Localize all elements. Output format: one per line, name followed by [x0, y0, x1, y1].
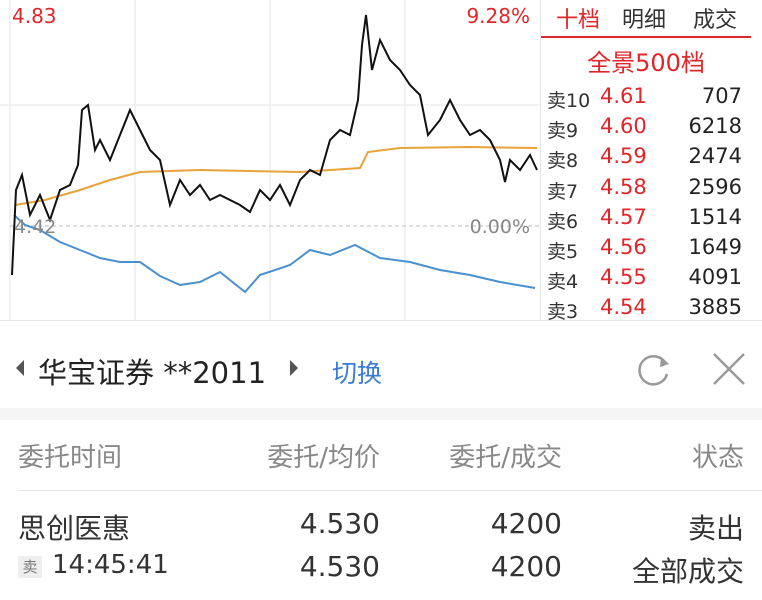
- price-line: [11, 14, 538, 276]
- table-header: 委托/均价: [267, 443, 380, 473]
- ask-label: 卖4: [547, 271, 579, 294]
- table-cell: 4200: [490, 507, 562, 540]
- ask-label: 卖5: [547, 241, 579, 263]
- ask-price: 4.61: [600, 84, 647, 108]
- tab[interactable]: 明细: [622, 8, 667, 33]
- ask-price: 4.57: [600, 204, 647, 229]
- high-pct: 9.28%: [466, 4, 530, 28]
- ask-price: 4.60: [600, 114, 647, 139]
- side-badge: 卖: [18, 556, 42, 578]
- volume-ratio-line: [13, 214, 536, 294]
- table-cell: 4.530: [299, 507, 380, 540]
- ask-price: 4.54: [600, 295, 647, 320]
- high-price: 4.83: [12, 4, 57, 28]
- table-cell: 4.530: [299, 550, 380, 583]
- divider: [18, 490, 762, 491]
- ask-volume: 2596: [688, 174, 742, 199]
- table-header: 委托/成交: [449, 443, 562, 473]
- tab[interactable]: 成交: [693, 8, 738, 33]
- prev-arrow[interactable]: [14, 358, 26, 378]
- table-header: 委托时间: [18, 443, 123, 473]
- ask-volume: 1649: [688, 235, 742, 259]
- base-pct: 0.00%: [469, 216, 530, 238]
- switch-button[interactable]: 切换: [332, 359, 383, 388]
- tab-underline: [541, 36, 751, 38]
- ask-volume: 4091: [688, 265, 742, 290]
- base-price: 4.42: [14, 216, 57, 238]
- table-cell: 思创医惠: [18, 512, 131, 545]
- table-cell: 卖出: [687, 512, 744, 545]
- ask-volume: 2474: [688, 144, 742, 169]
- ask-volume: 6218: [688, 114, 742, 139]
- ask-price: 4.58: [600, 174, 647, 199]
- tab[interactable]: 十档: [556, 8, 601, 33]
- table-header: 状态: [691, 443, 744, 473]
- ask-volume: 707: [701, 84, 742, 108]
- refresh-button[interactable]: [636, 352, 672, 388]
- ask-label: 卖3: [547, 301, 579, 324]
- divider: [0, 320, 762, 321]
- average-line: [14, 145, 538, 206]
- table-cell: 14:45:41: [52, 550, 169, 580]
- table-cell: 4200: [490, 550, 562, 583]
- separator: [0, 408, 762, 420]
- ask-label: 卖6: [547, 210, 579, 233]
- ask-volume: 1514: [688, 204, 742, 229]
- ask-label: 卖7: [547, 180, 579, 203]
- ask-label: 卖10: [547, 90, 591, 112]
- close-button[interactable]: [712, 352, 746, 386]
- ask-label: 卖9: [547, 120, 579, 143]
- intraday-chart: [0, 0, 540, 320]
- divider: [540, 0, 541, 320]
- ask-volume: 3885: [688, 295, 742, 320]
- ask-price: 4.56: [600, 235, 647, 259]
- ask-label: 卖8: [547, 150, 579, 173]
- ask-price: 4.59: [600, 144, 647, 169]
- next-arrow[interactable]: [288, 358, 300, 378]
- ask-price: 4.55: [600, 265, 647, 290]
- broker-account: 华宝证券 **2011: [38, 356, 267, 390]
- table-cell: 全部成交: [631, 555, 744, 588]
- depth-title[interactable]: 全景500档: [587, 49, 705, 77]
